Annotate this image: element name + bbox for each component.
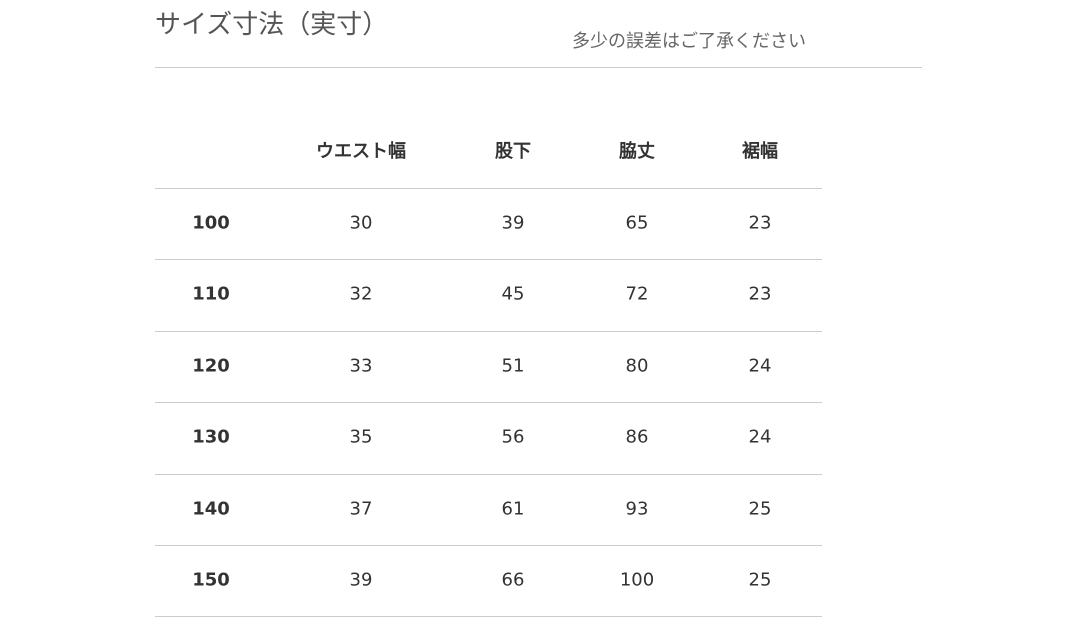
cell-value: 56 [501, 426, 525, 448]
cell-value: 24 [748, 426, 772, 448]
row-rule [155, 188, 822, 189]
row-rule [155, 474, 822, 475]
column-header: 裾幅 [742, 141, 778, 162]
cell-value: 25 [748, 498, 772, 520]
cell-value: 93 [625, 498, 649, 520]
row-label: 150 [192, 569, 230, 591]
row-rule [155, 545, 822, 546]
row-label: 110 [192, 283, 230, 305]
cell-value: 100 [619, 569, 655, 591]
title: サイズ寸法（実寸） [155, 10, 389, 40]
cell-value: 24 [748, 355, 772, 377]
cell-value: 23 [748, 283, 772, 305]
row-rule [155, 259, 822, 260]
column-header: ウエスト幅 [316, 141, 406, 162]
cell-value: 72 [625, 283, 649, 305]
cell-value: 33 [349, 355, 373, 377]
row-rule [155, 616, 822, 617]
cell-value: 30 [349, 212, 373, 234]
cell-value: 80 [625, 355, 649, 377]
row-label: 100 [192, 212, 230, 234]
cell-value: 66 [501, 569, 525, 591]
row-rule [155, 331, 822, 332]
cell-value: 37 [349, 498, 373, 520]
cell-value: 23 [748, 212, 772, 234]
divider [155, 67, 922, 68]
cell-value: 39 [349, 569, 373, 591]
column-header: 股下 [495, 141, 531, 162]
row-label: 140 [192, 498, 230, 520]
note: 多少の誤差はご了承ください [572, 31, 806, 52]
row-label: 120 [192, 355, 230, 377]
cell-value: 61 [501, 498, 525, 520]
cell-value: 25 [748, 569, 772, 591]
cell-value: 51 [501, 355, 525, 377]
cell-value: 39 [501, 212, 525, 234]
row-rule [155, 402, 822, 403]
row-label: 130 [192, 426, 230, 448]
cell-value: 86 [625, 426, 649, 448]
cell-value: 45 [501, 283, 525, 305]
cell-value: 65 [625, 212, 649, 234]
cell-value: 35 [349, 426, 373, 448]
cell-value: 32 [349, 283, 373, 305]
column-header: 脇丈 [619, 141, 655, 162]
